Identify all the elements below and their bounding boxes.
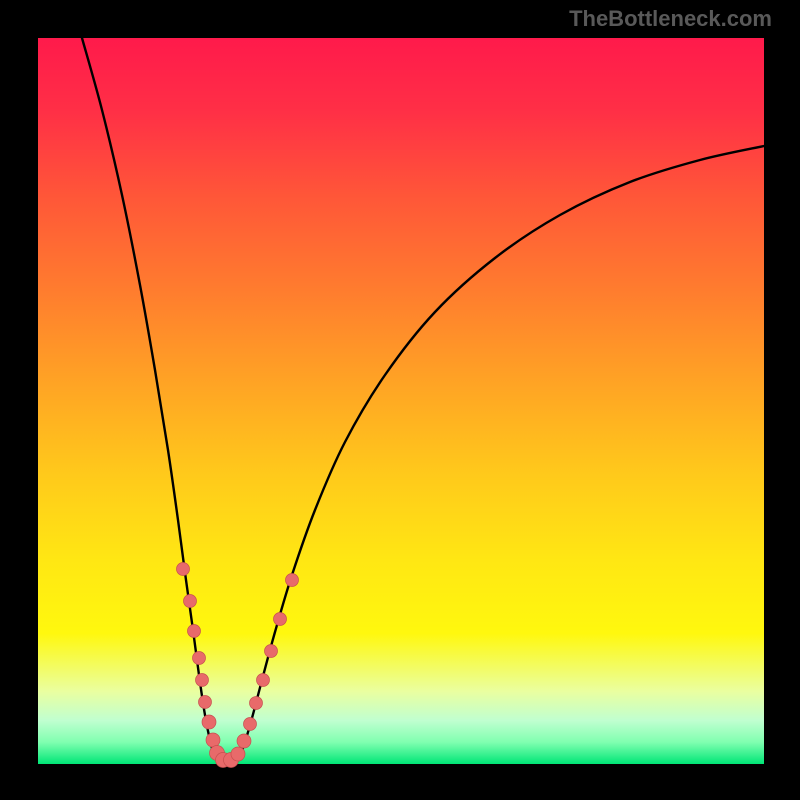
chart-container: TheBottleneck.com bbox=[0, 0, 800, 800]
watermark-text: TheBottleneck.com bbox=[569, 6, 772, 32]
gradient-plot-area bbox=[38, 38, 764, 764]
